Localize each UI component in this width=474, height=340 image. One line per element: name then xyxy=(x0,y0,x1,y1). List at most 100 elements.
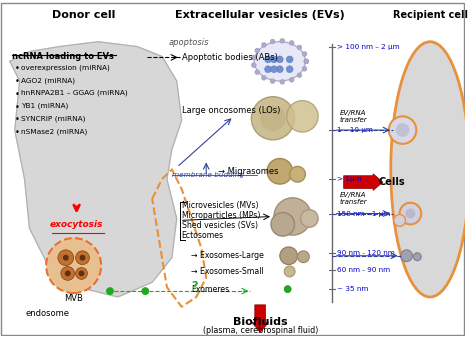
Text: •: • xyxy=(15,64,19,73)
Circle shape xyxy=(274,198,311,235)
Circle shape xyxy=(80,255,85,261)
Circle shape xyxy=(270,39,275,44)
Text: exocytosis: exocytosis xyxy=(50,220,103,230)
Text: membrane budding: membrane budding xyxy=(172,172,244,178)
Circle shape xyxy=(302,51,307,56)
Circle shape xyxy=(284,266,295,277)
Text: ?: ? xyxy=(191,281,198,291)
Circle shape xyxy=(413,253,421,261)
Text: hnRNPA2B1 – GGAG (miRNA): hnRNPA2B1 – GGAG (miRNA) xyxy=(21,90,128,96)
FancyArrow shape xyxy=(252,305,269,332)
Text: Microvesicles (MVs): Microvesicles (MVs) xyxy=(182,201,258,210)
Circle shape xyxy=(286,56,293,63)
Circle shape xyxy=(396,123,410,137)
Circle shape xyxy=(400,203,421,224)
Ellipse shape xyxy=(255,42,305,81)
Circle shape xyxy=(289,40,294,45)
Text: EV/RNA
transfer: EV/RNA transfer xyxy=(340,192,367,205)
FancyArrow shape xyxy=(344,174,383,190)
Text: 1 – 10 μm: 1 – 10 μm xyxy=(337,127,373,133)
Circle shape xyxy=(389,116,416,144)
Text: endosome: endosome xyxy=(25,309,69,318)
Text: Exomeres: Exomeres xyxy=(191,285,230,294)
Text: Recipient cell: Recipient cell xyxy=(392,10,467,20)
Text: nSMase2 (miRNA): nSMase2 (miRNA) xyxy=(21,128,87,135)
Circle shape xyxy=(394,215,406,226)
Text: •: • xyxy=(15,103,19,112)
Text: •: • xyxy=(15,115,19,124)
Circle shape xyxy=(304,59,309,64)
Circle shape xyxy=(76,268,87,279)
Circle shape xyxy=(290,166,305,182)
Circle shape xyxy=(271,66,277,73)
Text: Donor cell: Donor cell xyxy=(52,10,115,20)
Circle shape xyxy=(61,267,74,280)
Circle shape xyxy=(270,79,275,84)
Text: ncRNA loading to EVs: ncRNA loading to EVs xyxy=(12,52,114,61)
Circle shape xyxy=(280,247,298,265)
Circle shape xyxy=(286,66,293,73)
Circle shape xyxy=(297,45,302,50)
Text: Biofluids: Biofluids xyxy=(233,317,288,327)
Circle shape xyxy=(301,209,318,227)
Circle shape xyxy=(271,56,277,63)
Circle shape xyxy=(141,287,149,295)
Circle shape xyxy=(255,48,260,53)
Circle shape xyxy=(271,212,294,236)
Circle shape xyxy=(284,286,291,293)
Text: apoptosis: apoptosis xyxy=(168,38,209,47)
Text: MVB: MVB xyxy=(64,294,83,303)
Circle shape xyxy=(261,42,266,47)
Circle shape xyxy=(267,158,292,184)
Text: YB1 (miRNA): YB1 (miRNA) xyxy=(21,103,68,109)
Text: 60 nm - 90 nm: 60 nm - 90 nm xyxy=(337,268,390,273)
Circle shape xyxy=(297,73,302,78)
Circle shape xyxy=(276,56,283,63)
Circle shape xyxy=(261,75,266,80)
Circle shape xyxy=(65,271,71,276)
Text: ~ 35 nm: ~ 35 nm xyxy=(337,286,368,292)
Circle shape xyxy=(302,66,307,71)
Text: •: • xyxy=(15,90,19,99)
Text: Ectosomes: Ectosomes xyxy=(182,231,224,240)
Circle shape xyxy=(289,77,294,82)
Text: AGO2 (miRNA): AGO2 (miRNA) xyxy=(21,77,75,84)
Circle shape xyxy=(264,56,272,63)
Circle shape xyxy=(251,55,256,60)
Text: (plasma, cerebrospinal fluid): (plasma, cerebrospinal fluid) xyxy=(202,326,318,336)
Text: Cells: Cells xyxy=(378,177,405,187)
Circle shape xyxy=(298,251,310,262)
Text: > 1μm: > 1μm xyxy=(337,176,361,182)
Circle shape xyxy=(106,287,114,295)
Circle shape xyxy=(304,59,309,64)
Circle shape xyxy=(58,250,73,266)
Circle shape xyxy=(63,255,69,261)
Text: 90 nm - 120 nm: 90 nm - 120 nm xyxy=(337,250,394,256)
Circle shape xyxy=(46,238,101,293)
Circle shape xyxy=(79,271,84,276)
Text: Shed vesicles (SVs): Shed vesicles (SVs) xyxy=(182,221,258,230)
Text: Large oncosomes (LOs): Large oncosomes (LOs) xyxy=(182,106,280,115)
Circle shape xyxy=(251,97,294,140)
Circle shape xyxy=(280,38,285,43)
Text: Microparticles (MPs): Microparticles (MPs) xyxy=(182,211,260,220)
Circle shape xyxy=(260,105,286,131)
Circle shape xyxy=(76,251,90,265)
Circle shape xyxy=(406,209,415,218)
Text: → Migrasomes: → Migrasomes xyxy=(218,167,278,176)
Text: EV/RNA
transfer: EV/RNA transfer xyxy=(340,110,367,123)
Circle shape xyxy=(401,250,412,262)
Circle shape xyxy=(287,101,318,132)
Circle shape xyxy=(255,70,260,75)
Text: Apoptotic bodies (ABs): Apoptotic bodies (ABs) xyxy=(182,53,277,62)
Text: •: • xyxy=(15,77,19,86)
Text: •: • xyxy=(15,128,19,137)
Circle shape xyxy=(251,63,256,68)
Polygon shape xyxy=(10,42,182,297)
Text: 150 nm - 1 μm: 150 nm - 1 μm xyxy=(337,210,390,217)
Text: > 100 nm – 2 μm: > 100 nm – 2 μm xyxy=(337,44,400,50)
Text: → Exosomes-Large: → Exosomes-Large xyxy=(191,251,264,260)
Text: overexpression (miRNA): overexpression (miRNA) xyxy=(21,64,109,71)
Text: SYNCRIP (miRNA): SYNCRIP (miRNA) xyxy=(21,115,85,122)
Circle shape xyxy=(264,66,272,73)
